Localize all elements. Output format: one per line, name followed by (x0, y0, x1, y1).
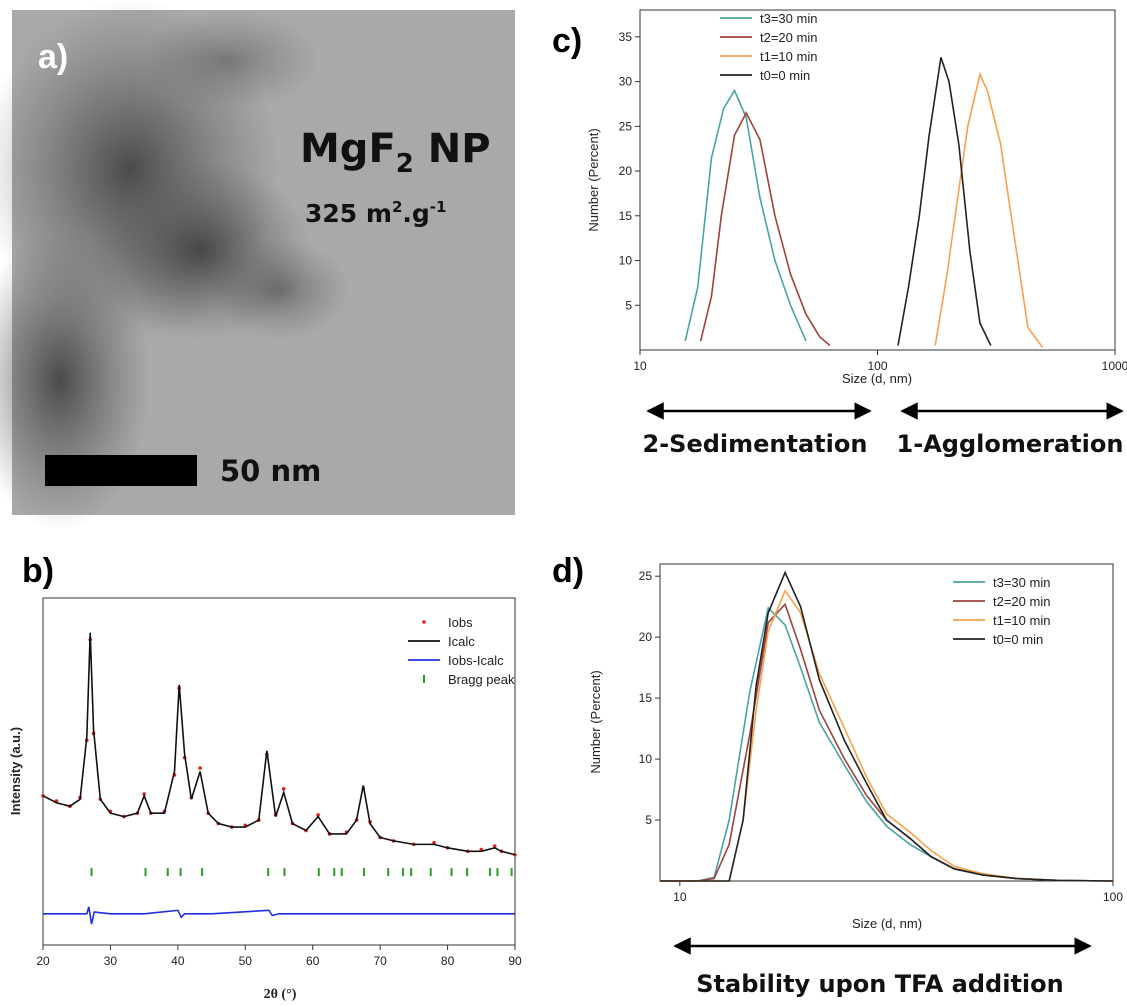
x-tick-label: 100 (1103, 890, 1123, 904)
series-line (660, 602, 1114, 882)
series-line (684, 88, 807, 342)
legend-label: t3=30 min (760, 11, 817, 26)
legend-label: t1=10 min (993, 613, 1050, 628)
particle-cluster (0, 230, 150, 530)
y-axis-label: Intensity (a.u.) (8, 727, 23, 815)
y-tick-label: 5 (625, 298, 632, 312)
y-tick-label: 20 (619, 164, 633, 178)
x-tick-label: 1000 (1102, 359, 1127, 373)
x-tick-label: 40 (171, 954, 185, 968)
plot-frame (42, 597, 516, 946)
particle-cluster (210, 240, 350, 340)
x-tick-label: 10 (673, 890, 687, 904)
series-line (660, 570, 1114, 882)
annotation: 2-Sedimentation (643, 430, 868, 458)
annotation: Stability upon TFA addition (696, 970, 1063, 998)
legend-label: t3=30 min (993, 575, 1050, 590)
legend-label: t2=20 min (760, 30, 817, 45)
legend-label: t0=0 min (993, 632, 1043, 647)
data-point (432, 840, 436, 845)
y-axis-label: Number (Percent) (586, 128, 601, 231)
y-tick-label: 15 (639, 691, 653, 705)
y-tick-label: 25 (619, 119, 633, 133)
y-tick-label: 35 (619, 30, 633, 44)
legend-label: t0=0 min (760, 68, 810, 83)
surface-text: .g (402, 199, 429, 228)
legend-label: Iobs-Icalc (448, 653, 504, 668)
legend-swatch (422, 620, 426, 624)
legend-label: t1=10 min (760, 49, 817, 64)
panel-label: b) (22, 552, 54, 590)
series-line (699, 111, 831, 347)
plot-frame (659, 563, 1114, 882)
series-line (42, 632, 516, 856)
title-subscript: 2 (396, 149, 414, 179)
title-text: MgF (300, 126, 396, 172)
title-text: NP (414, 126, 491, 172)
data-point (316, 813, 320, 817)
y-tick-label: 30 (619, 75, 633, 89)
y-tick-label: 5 (645, 813, 652, 827)
panel-label: d) (552, 552, 584, 590)
x-axis-label: Size (d, nm) (852, 916, 922, 931)
legend-label: t2=20 min (993, 594, 1050, 609)
y-tick-label: 10 (639, 752, 653, 766)
x-tick-label: 100 (867, 359, 887, 373)
data-point (198, 766, 202, 770)
series-line (660, 589, 1114, 882)
y-tick-label: 10 (619, 254, 633, 268)
surface-superscript: 2 (392, 198, 402, 216)
scale-bar (45, 455, 197, 486)
series-line (934, 71, 1044, 348)
series-line (43, 906, 515, 925)
x-axis-label: Size (d, nm) (842, 371, 912, 386)
x-tick-label: 80 (441, 954, 455, 968)
series-line (660, 606, 1114, 882)
x-tick-label: 10 (633, 359, 647, 373)
panel-label: a) (38, 38, 68, 76)
x-tick-label: 30 (104, 954, 118, 968)
y-tick-label: 20 (639, 630, 653, 644)
surface-superscript: -1 (430, 198, 447, 216)
surface-text: 325 m (305, 199, 392, 228)
x-axis-label: 2θ (°) (264, 987, 297, 1002)
y-tick-label: 15 (619, 209, 633, 223)
x-tick-label: 20 (36, 954, 50, 968)
data-point (281, 787, 286, 791)
annotation: 1-Agglomeration (897, 430, 1124, 458)
x-tick-label: 50 (239, 954, 253, 968)
series-line (897, 57, 992, 346)
x-tick-label: 60 (306, 954, 320, 968)
x-tick-label: 90 (508, 954, 522, 968)
scale-bar-label: 50 nm (220, 454, 321, 488)
legend-label: Icalc (448, 634, 475, 649)
data-point (492, 844, 497, 848)
y-tick-label: 25 (639, 569, 653, 583)
surface-area: 325 m2.g-1 (305, 198, 446, 228)
panel-label: c) (552, 22, 582, 60)
tem-image: a) MgF2 NP 325 m2.g-1 50 nm (0, 0, 515, 530)
x-tick-label: 70 (373, 954, 387, 968)
particle-cluster (140, 10, 320, 110)
y-axis-label: Number (Percent) (588, 670, 603, 773)
legend-label: Bragg peak (448, 672, 515, 687)
legend-label: Iobs (448, 615, 473, 630)
material-title: MgF2 NP (300, 126, 491, 179)
